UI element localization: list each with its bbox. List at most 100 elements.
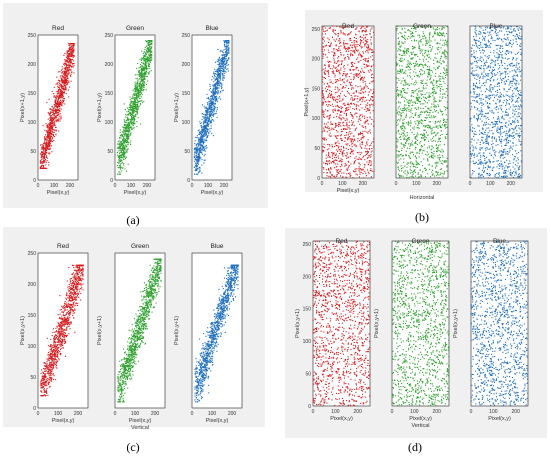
- scatter-point: [349, 69, 351, 71]
- scatter-point: [143, 58, 145, 60]
- scatter-point: [146, 62, 148, 64]
- scatter-point: [330, 81, 333, 83]
- scatter-point: [363, 115, 365, 117]
- scatter-point: [50, 120, 52, 122]
- scatter-point: [127, 148, 129, 150]
- scatter-point: [404, 54, 406, 56]
- scatter-point: [143, 84, 145, 87]
- scatter-point: [126, 151, 128, 153]
- scatter-point: [57, 91, 59, 93]
- scatter-point: [225, 55, 227, 57]
- scatter-point: [418, 90, 420, 92]
- scatter-point: [330, 168, 332, 170]
- scatter-point: [43, 156, 45, 158]
- scatter-point: [136, 104, 138, 106]
- scatter-point: [57, 100, 59, 102]
- y-tick-label: 250: [105, 33, 114, 39]
- scatter-point: [120, 148, 122, 150]
- scatter-point: [120, 134, 122, 136]
- scatter-point: [216, 84, 218, 86]
- scatter-point: [64, 78, 66, 80]
- scatter-point: [367, 157, 369, 159]
- scatter-point: [362, 51, 364, 53]
- scatter-point: [336, 25, 338, 28]
- scatter-point: [139, 84, 141, 86]
- scatter-point: [196, 165, 199, 167]
- scatter-point: [149, 50, 151, 52]
- scatter-point: [144, 57, 146, 59]
- scatter-point: [343, 172, 345, 174]
- scatter-point: [323, 68, 325, 70]
- scatter-point: [125, 126, 128, 128]
- scatter-point: [411, 131, 413, 133]
- scatter-point: [335, 62, 337, 64]
- scatter-point: [120, 166, 122, 168]
- scatter-point: [125, 144, 127, 146]
- scatter-point: [48, 130, 50, 132]
- scatter-point: [205, 138, 207, 140]
- scatter-point: [216, 88, 218, 90]
- scatter-point: [346, 173, 348, 175]
- scatter-point: [366, 161, 368, 163]
- scatter-point: [126, 111, 128, 113]
- scatter-point: [446, 56, 448, 58]
- scatter-point: [201, 130, 203, 132]
- scatter-point: [49, 131, 51, 133]
- scatter-point: [339, 175, 342, 177]
- scatter-point: [323, 71, 325, 73]
- scatter-point: [216, 99, 218, 101]
- scatter-point: [371, 36, 373, 38]
- scatter-point: [141, 76, 143, 78]
- scatter-point: [358, 118, 360, 120]
- scatter-point: [217, 90, 219, 92]
- scatter-point: [367, 44, 369, 46]
- scatter-point: [73, 48, 75, 50]
- scatter-point: [361, 36, 363, 38]
- scatter-point: [369, 132, 371, 134]
- scatter-point: [360, 45, 362, 47]
- scatter-point: [146, 48, 148, 50]
- scatter-point: [344, 59, 346, 61]
- scatter-point: [219, 73, 221, 75]
- scatter-point: [56, 94, 58, 96]
- scatter-point: [139, 100, 141, 102]
- scatter-point: [60, 118, 62, 120]
- scatter-point: [49, 137, 51, 139]
- scatter-point: [73, 65, 75, 67]
- scatter-point: [329, 90, 331, 92]
- scatter-point: [197, 173, 199, 175]
- scatter-point: [329, 96, 331, 99]
- scatter-point: [122, 145, 125, 147]
- scatter-point: [359, 131, 361, 133]
- scatter-point: [57, 112, 59, 114]
- scatter-point: [68, 59, 71, 61]
- scatter-point: [44, 147, 47, 149]
- y-tick-label: 150: [312, 86, 321, 92]
- scatter-point: [352, 69, 354, 71]
- scatter-point: [345, 134, 347, 136]
- scatter-point: [61, 93, 63, 96]
- scatter-point: [216, 80, 219, 82]
- scatter-point: [67, 77, 69, 79]
- scatter-point: [213, 97, 215, 99]
- scatter-point: [335, 175, 337, 177]
- scatter-point: [358, 53, 360, 56]
- scatter-point: [339, 117, 341, 119]
- scatter-point: [214, 61, 217, 63]
- scatter-point: [433, 96, 435, 98]
- scatter-point: [330, 129, 332, 131]
- scatter-point: [147, 57, 149, 60]
- scatter-point: [137, 102, 139, 104]
- scatter-point: [432, 84, 434, 86]
- scatter-point: [66, 61, 68, 63]
- scatter-point: [64, 82, 66, 84]
- scatter-point: [336, 115, 338, 118]
- scatter-point: [360, 89, 362, 91]
- scatter-point: [348, 58, 350, 60]
- scatter-point: [363, 122, 365, 124]
- scatter-point: [58, 96, 60, 98]
- scatter-point: [126, 135, 128, 137]
- scatter-point: [133, 103, 135, 105]
- scatter-point: [209, 128, 211, 130]
